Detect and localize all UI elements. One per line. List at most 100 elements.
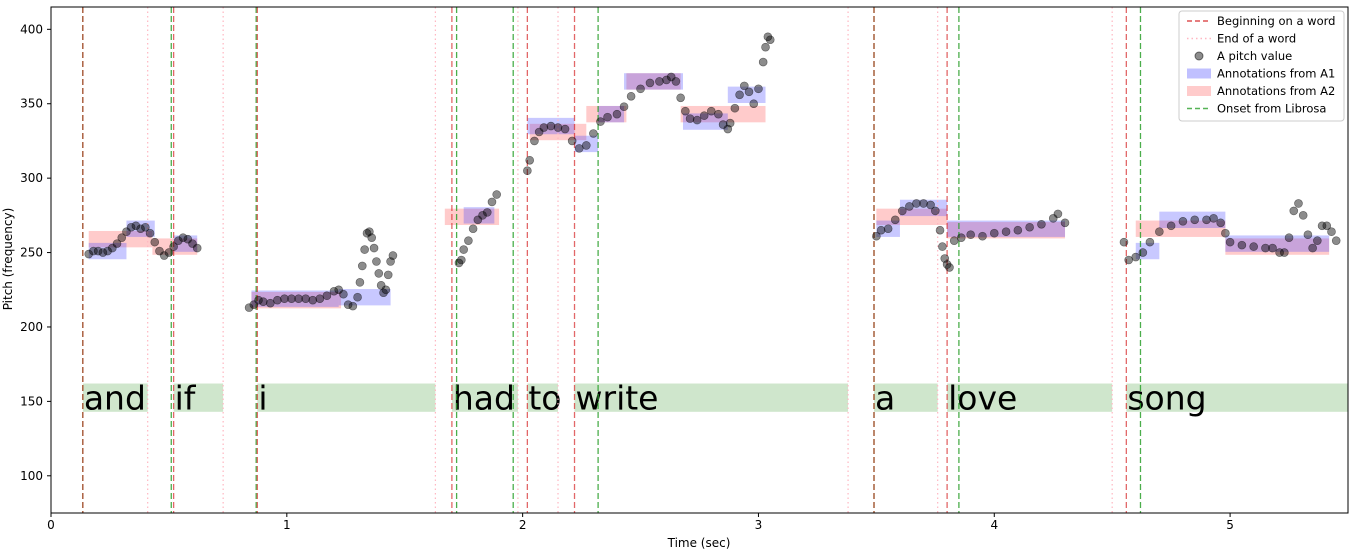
pitch-point [339, 289, 348, 299]
annotation-a1-bar [1225, 235, 1330, 252]
pitch-point [1053, 209, 1063, 219]
pitch-point [258, 297, 268, 306]
pitch-point [1327, 227, 1336, 237]
word-band [173, 383, 224, 412]
pitch-point [383, 270, 393, 280]
word-band [574, 383, 849, 412]
pitch-point [348, 301, 358, 311]
annotation-a1-bar [947, 220, 1066, 237]
pitch-point [956, 233, 966, 242]
annotation-a1-bar [1159, 211, 1226, 229]
annotation-a2-bar [88, 230, 153, 248]
pitch-point [334, 285, 343, 295]
word-label: song [1127, 379, 1206, 418]
pitch-point [112, 239, 122, 248]
word-labels: and if i had to write a love song [84, 379, 1207, 418]
pitch-point [534, 127, 544, 137]
pitch-point [1237, 240, 1247, 250]
annotations-a2 [88, 73, 1330, 309]
y-tick-label: 350 [20, 97, 43, 111]
pitch-point [546, 121, 556, 131]
pitch-point [935, 225, 945, 235]
annotation-a2-bar [876, 208, 948, 226]
pitch-point [626, 91, 636, 101]
pitch-point [666, 72, 676, 82]
pitch-point [353, 292, 362, 302]
pitch-point [164, 248, 174, 257]
word-band [1126, 383, 1348, 412]
y-tick-label: 250 [20, 246, 43, 260]
pitch-point [919, 199, 928, 208]
pitch-point [530, 136, 539, 146]
word-label: write [576, 379, 659, 418]
pitch-point [692, 115, 702, 125]
pitch-point [872, 231, 881, 241]
pitch-point [1060, 218, 1070, 228]
pitch-point [560, 124, 570, 134]
pitch-point [539, 123, 549, 132]
pitch-point [523, 166, 532, 176]
legend-label: Annotations from A2 [1217, 84, 1335, 98]
pitch-point [343, 300, 353, 309]
pitch-point [1202, 215, 1211, 225]
pitch-point [1268, 243, 1277, 253]
pitch-point [103, 246, 112, 256]
pitch-point [178, 233, 188, 242]
pitch-point [1190, 215, 1200, 225]
pitch-point [273, 295, 282, 305]
word-label: a [875, 379, 895, 418]
annotations-a1 [88, 73, 1330, 307]
legend-label: Onset from Librosa [1217, 102, 1326, 116]
pitch-point [1166, 221, 1176, 231]
pitch-point [1331, 236, 1341, 245]
pitch-point [174, 236, 183, 245]
word-label: if [175, 379, 197, 418]
legend-handle-patch [1187, 68, 1211, 79]
pitch-point [379, 288, 388, 298]
pitch-point [1249, 242, 1258, 251]
x-tick-label: 1 [283, 518, 291, 532]
pitch-point [454, 258, 464, 268]
y-tick-label: 300 [20, 171, 43, 185]
pitch-point [1119, 237, 1129, 247]
pitch-point [355, 278, 365, 287]
legend-handle-patch [1187, 86, 1211, 96]
pitch-point [1289, 206, 1299, 216]
pitch-point [169, 242, 178, 251]
pitch-point [989, 228, 999, 238]
word-label: to [528, 379, 561, 418]
annotation-a2-bar [1135, 220, 1226, 237]
pitch-point [464, 236, 473, 245]
pitch-point [468, 224, 478, 234]
y-tick-label: 150 [20, 394, 43, 408]
plot-frame [50, 6, 1349, 514]
pitch-point [714, 109, 723, 119]
annotation-a1-bar [251, 290, 339, 307]
pitch-point [1145, 237, 1155, 247]
pitch-point [567, 136, 577, 146]
pitch-point [329, 286, 339, 296]
pitch-point [1303, 230, 1313, 239]
pitch-point [978, 231, 987, 241]
pitch-point [676, 93, 685, 103]
word-band [451, 383, 518, 412]
pitch-point [108, 243, 117, 253]
pitch-point [89, 246, 98, 256]
legend: Beginning on a word End of a word A pitch … [1178, 10, 1345, 122]
legend-box [1178, 10, 1345, 122]
pitch-point [122, 227, 131, 237]
legend-label: Beginning on a word [1217, 14, 1335, 28]
vertical-markers [82, 7, 1142, 513]
pitch-point [603, 112, 612, 122]
x-tick-label: 0 [47, 518, 55, 532]
annotation-a2-bar [680, 105, 766, 123]
pitch-point [1048, 214, 1058, 223]
annotation-a2-bar [251, 291, 342, 309]
word-band [82, 383, 148, 412]
y-tick-label: 100 [20, 469, 43, 483]
pitch-point [1298, 211, 1308, 220]
pitch-point [159, 251, 169, 260]
annotation-a1-bar [463, 207, 495, 224]
